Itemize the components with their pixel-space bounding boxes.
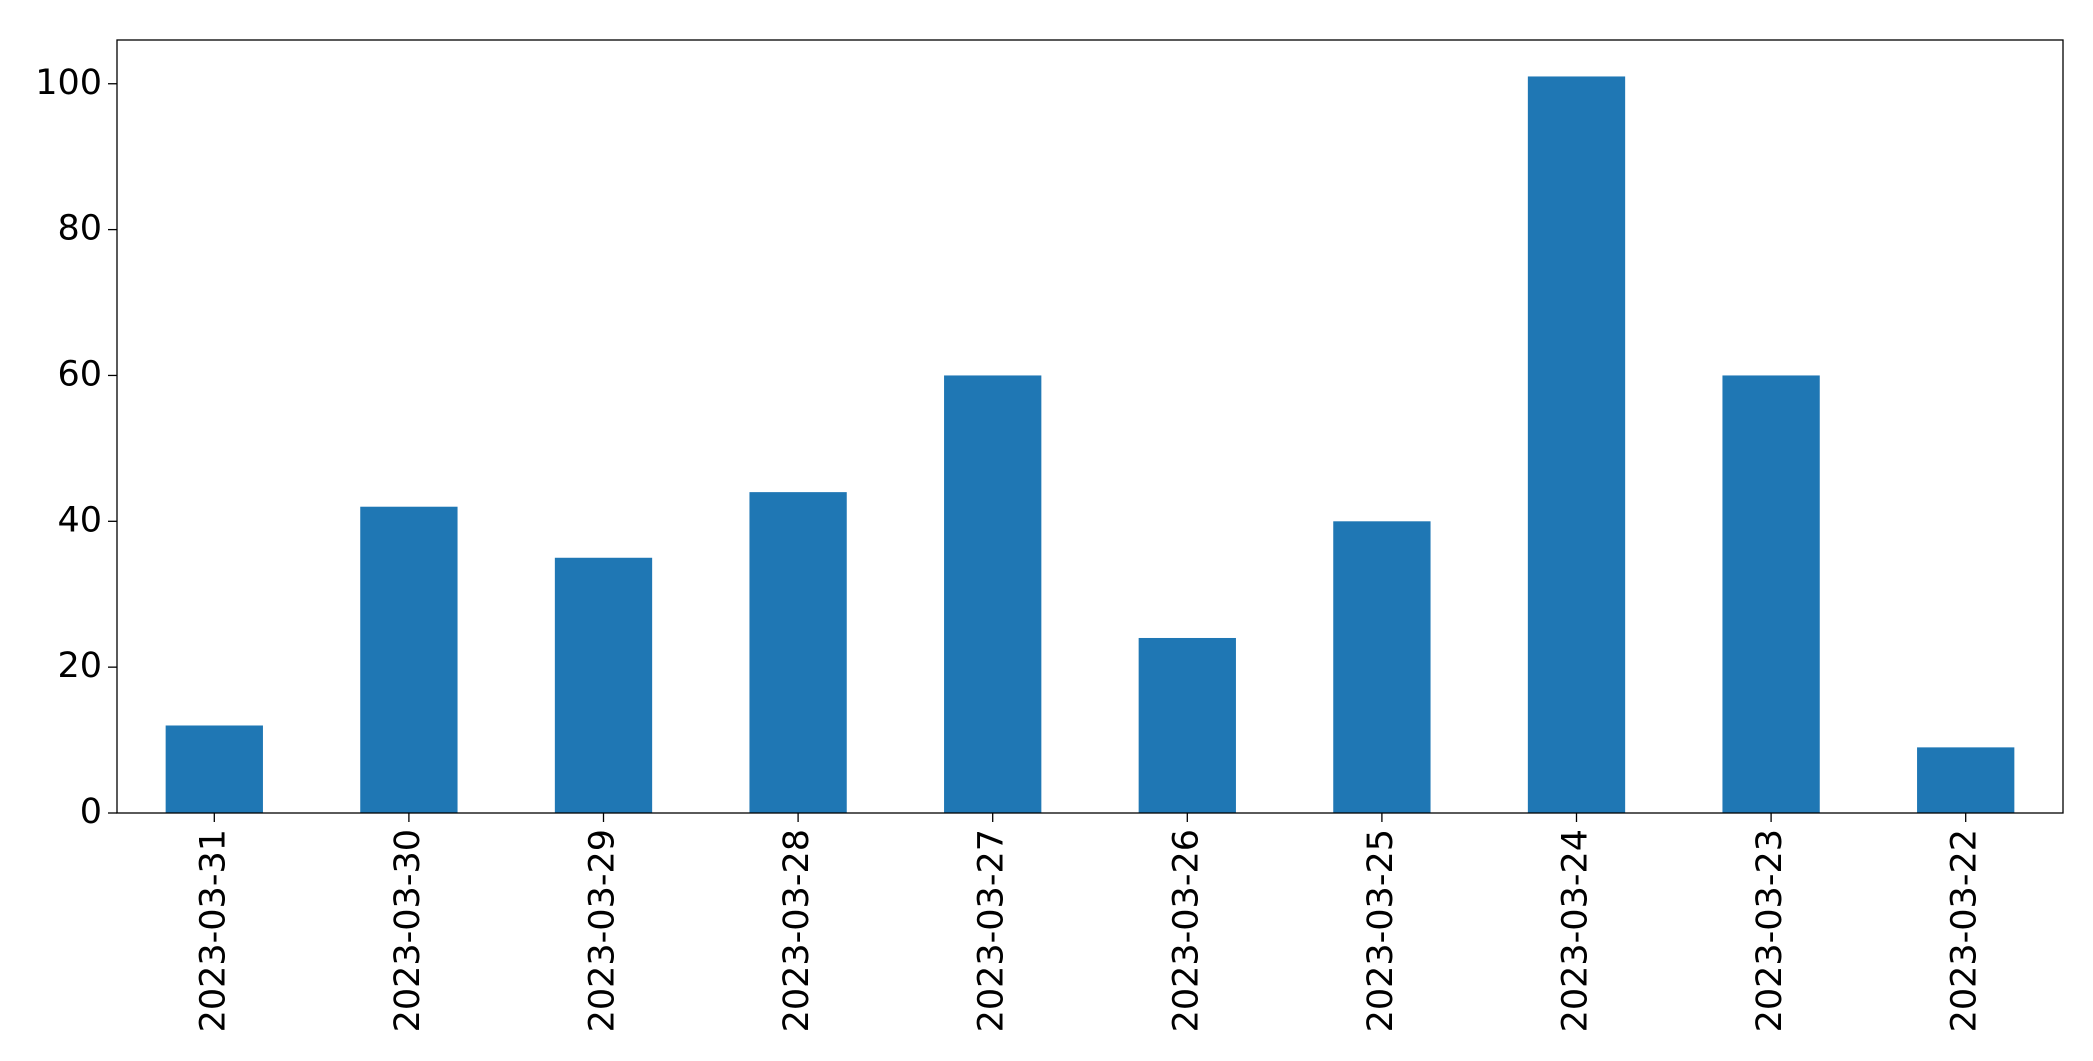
x-tick-label: 2023-03-31 xyxy=(193,829,233,1032)
bar xyxy=(1722,375,1820,813)
y-tick-label: 100 xyxy=(35,63,102,103)
bar xyxy=(360,506,458,813)
x-tick-label: 2023-03-24 xyxy=(1556,829,1596,1032)
x-tick-label: 2023-03-27 xyxy=(972,829,1012,1032)
y-tick-label: 0 xyxy=(80,792,102,832)
bar xyxy=(1917,747,2015,813)
bar xyxy=(1527,76,1626,813)
plot-frame xyxy=(116,39,2064,814)
y-tick-label: 40 xyxy=(57,500,102,540)
x-tick-label: 2023-03-23 xyxy=(1750,829,1790,1032)
x-tick-label: 2023-03-29 xyxy=(583,829,623,1032)
x-tick-label: 2023-03-28 xyxy=(777,829,817,1032)
bar xyxy=(165,725,263,813)
x-tick-label: 2023-03-25 xyxy=(1361,829,1401,1032)
bar xyxy=(1138,637,1236,813)
bar xyxy=(554,557,653,813)
y-tick-label: 80 xyxy=(57,209,102,249)
x-tick-label: 2023-03-26 xyxy=(1166,829,1206,1032)
bar xyxy=(944,375,1042,813)
y-tick-label: 20 xyxy=(57,646,102,686)
x-tick-label: 2023-03-22 xyxy=(1945,829,1985,1032)
x-tick-label: 2023-03-30 xyxy=(388,829,428,1032)
bar xyxy=(749,492,847,813)
y-tick-label: 60 xyxy=(57,354,102,394)
bar xyxy=(1333,521,1431,813)
